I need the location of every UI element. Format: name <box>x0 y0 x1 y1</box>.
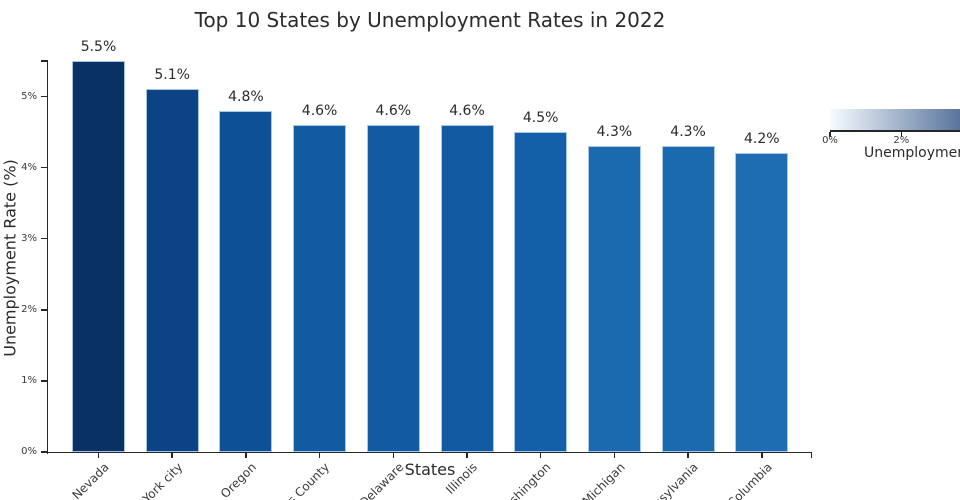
y-axis-tick <box>40 237 47 240</box>
y-tick-label-4-: 4% <box>21 161 37 173</box>
x-axis-tick <box>392 452 395 458</box>
colorbar-tick <box>900 131 903 137</box>
bar-value-label-pennsylvania: 4.3% <box>670 124 706 141</box>
bar-oregon[interactable] <box>219 110 273 452</box>
bar-new-york-city[interactable] <box>145 89 199 452</box>
bar-nevada[interactable] <box>72 60 125 452</box>
y-axis-tick <box>40 95 47 98</box>
colorbar-tick-label-2-: 2% <box>893 135 910 146</box>
colorbar-tick <box>829 131 831 137</box>
bar-los-angeles-county[interactable] <box>293 124 347 452</box>
bar-value-label-district-of-columbia: 4.2% <box>744 131 780 148</box>
bar-value-label-washington: 4.5% <box>522 110 559 127</box>
bar-michigan[interactable] <box>587 146 641 452</box>
y-axis-tick <box>40 380 47 382</box>
y-axis-spine <box>46 60 48 454</box>
x-axis-tick <box>687 452 689 458</box>
x-axis-tick <box>171 452 173 458</box>
x-axis-tick <box>245 452 247 458</box>
y-tick-label-2-: 2% <box>21 303 37 315</box>
bar-value-label-oregon: 4.8% <box>228 88 264 105</box>
bar-value-label-michigan: 4.3% <box>596 124 633 141</box>
y-tick-label-3-: 3% <box>21 232 37 244</box>
x-axis-spine <box>46 451 812 454</box>
y-axis-title: Unemployment Rate (%) <box>0 159 20 357</box>
bar-pennsylvania[interactable] <box>661 146 715 452</box>
bar-value-label-new-york-city: 5.1% <box>154 67 190 84</box>
x-axis-tick <box>761 452 763 458</box>
bar-value-label-nevada: 5.5% <box>80 38 117 55</box>
y-tick-label-5-: 5% <box>21 90 37 102</box>
y-tick-label-0-: 0% <box>21 446 37 457</box>
bar-illinois[interactable] <box>440 124 494 452</box>
colorbar-axis-line <box>830 130 960 132</box>
y-axis-tick <box>40 166 47 169</box>
colorbar-title: Unemployment Rate (%) <box>864 145 960 161</box>
bar-delaware[interactable] <box>366 124 420 452</box>
bar-value-label-los-angeles-county: 4.6% <box>301 102 338 119</box>
y-axis-tick <box>40 451 47 453</box>
x-axis-end-tick <box>810 452 812 458</box>
bar-washington[interactable] <box>514 132 568 452</box>
y-tick-label-1-: 1% <box>21 374 37 386</box>
bar-district-of-columbia[interactable] <box>735 153 789 452</box>
colorbar-tick-label-0-: 0% <box>822 135 838 146</box>
x-axis-tick <box>539 452 542 458</box>
y-axis-tick <box>40 309 47 311</box>
x-axis-title: States <box>404 460 456 479</box>
y-axis-end-tick <box>40 60 47 62</box>
x-axis-tick <box>97 452 100 458</box>
bar-value-label-delaware: 4.6% <box>375 102 412 119</box>
x-axis-tick <box>318 452 321 458</box>
bar-value-label-illinois: 4.6% <box>449 102 485 119</box>
x-axis-tick <box>466 452 468 458</box>
x-axis-tick <box>613 452 616 458</box>
colorbar-gradient <box>830 109 960 130</box>
chart-title: Top 10 States by Unemployment Rates in 2… <box>194 8 666 32</box>
